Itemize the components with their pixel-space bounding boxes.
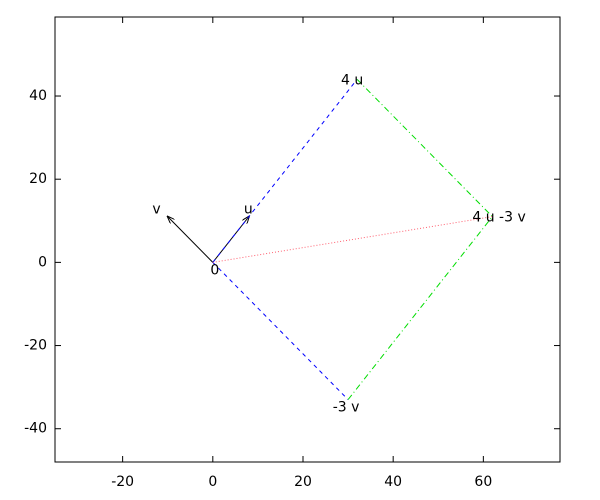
vector-line — [212, 79, 358, 263]
vector-line — [356, 79, 493, 217]
point-label: 4 u -3 v — [472, 210, 525, 226]
y-tick-label: -20 — [24, 338, 47, 354]
x-tick-label: 20 — [294, 474, 312, 490]
x-tick-label: 40 — [384, 474, 402, 490]
y-tick-label: -40 — [24, 421, 47, 437]
point-label: v — [152, 202, 160, 218]
vector-line — [212, 262, 349, 400]
vector-line — [347, 216, 493, 400]
plot-frame — [54, 16, 561, 463]
vector-line — [212, 216, 493, 263]
vector-arrow — [168, 217, 214, 263]
x-tick-label: 0 — [208, 474, 217, 490]
y-tick-label: 20 — [29, 171, 47, 187]
x-tick-label: 60 — [474, 474, 492, 490]
y-tick-label: 40 — [29, 88, 47, 104]
point-label: -3 v — [333, 400, 360, 416]
point-label: u — [244, 202, 253, 218]
point-label: 4 u — [341, 72, 363, 88]
x-tick-label: -20 — [111, 474, 134, 490]
point-label: 0 — [210, 262, 219, 278]
y-tick-label: 0 — [38, 254, 47, 270]
